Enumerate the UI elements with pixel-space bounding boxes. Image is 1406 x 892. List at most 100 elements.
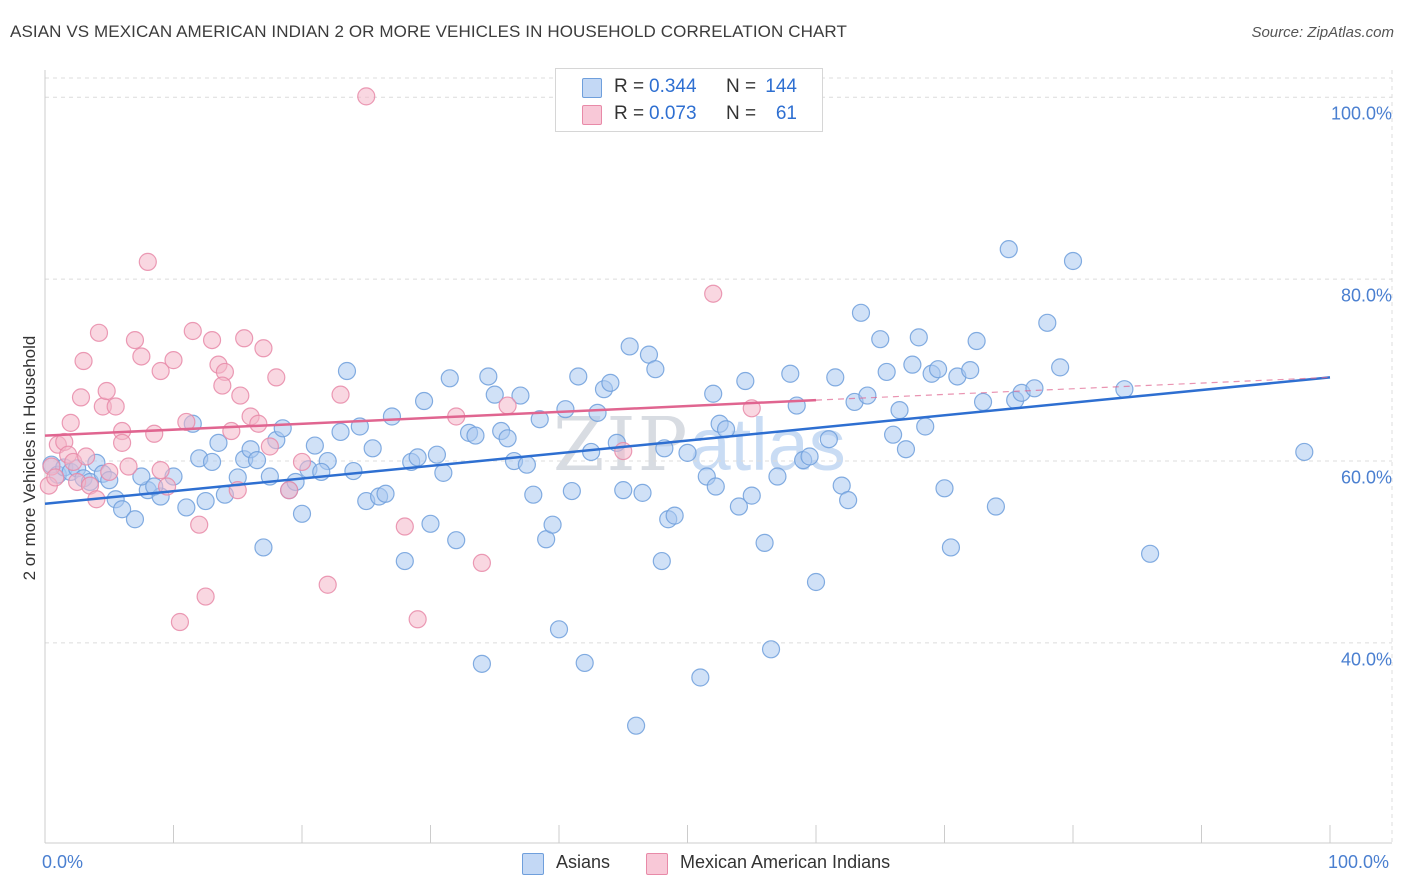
mexican-american-indian-point [145, 424, 164, 443]
y-tick-label: 60.0% [1340, 467, 1392, 488]
asian-point [909, 328, 928, 347]
asian-point [440, 369, 459, 388]
y-tick-label: 40.0% [1340, 649, 1392, 670]
asian-point [691, 668, 710, 687]
asian-point [736, 371, 755, 391]
mexican-american-indian-point [267, 368, 286, 387]
mexican-american-indian-point [280, 481, 299, 500]
asian-point [614, 481, 633, 500]
mexican-american-indian-point [231, 386, 250, 405]
asian-point [935, 479, 954, 498]
asian-point [839, 491, 858, 510]
asian-point [376, 484, 395, 503]
mexican-american-indian-point [395, 517, 414, 536]
asian-point [781, 364, 800, 383]
stats-row-mexican-american-indians: R = 0.073 N = 61 [556, 101, 822, 129]
asian-point [466, 426, 485, 445]
asian-point [395, 551, 414, 571]
mexican-american-indian-point [260, 437, 279, 456]
mexican-american-indian-point [292, 452, 312, 472]
mexican-american-indian-point [357, 87, 376, 106]
asian-point [652, 551, 671, 571]
asian-point [626, 716, 646, 735]
asian-point [1115, 380, 1134, 399]
mexican-american-indian-point [254, 339, 273, 358]
correlation-stats-box: R = 0.344 N = 144 R = 0.073 N = 61 [555, 68, 823, 132]
r-label: R = [614, 103, 645, 124]
mexican-american-indian-point [213, 376, 232, 395]
asian-point [447, 531, 466, 550]
asian-point [961, 361, 980, 380]
mexican-american-indian-point [196, 587, 215, 606]
mexican-american-indian-point [235, 329, 254, 348]
asians-swatch-icon [582, 78, 602, 98]
mexican-american-indian-point [125, 330, 145, 350]
asian-point [678, 443, 697, 462]
mexican-american-indian-point [498, 396, 517, 415]
asian-point [363, 439, 382, 458]
asian-point [858, 386, 877, 405]
asian-point [1140, 544, 1160, 563]
mexican-american-indian-point [331, 385, 350, 404]
y-axis-label: 2 or more Vehicles in Household [20, 335, 39, 581]
asian-point [254, 538, 273, 557]
asian-point [273, 419, 292, 438]
asian-point [704, 384, 723, 403]
asian-point [1051, 358, 1070, 377]
mexican-american-indian-point [89, 323, 109, 342]
asian-point [202, 452, 222, 472]
asian-point [530, 410, 549, 429]
mexican-american-indian-point [704, 284, 723, 303]
asian-point [582, 442, 601, 462]
asian-point [498, 429, 517, 448]
mexican-american-indian-point [408, 610, 427, 629]
x-tick-label-max: 100.0% [1328, 852, 1390, 872]
stats-row-asians: R = 0.344 N = 144 [556, 74, 822, 102]
asian-point [292, 504, 312, 523]
asian-point [999, 240, 1018, 259]
asian-point [125, 510, 145, 529]
asian-point [706, 477, 725, 496]
asian-point [485, 385, 504, 404]
mexican-american-indian-point [77, 447, 96, 466]
mexican-american-indian-point [119, 457, 138, 476]
mexican-american-indians-trend-line [44, 398, 817, 437]
asian-point [177, 498, 196, 517]
asian-point [826, 368, 845, 387]
data-points [39, 87, 1314, 735]
asian-point [331, 422, 350, 442]
asian-point [601, 373, 620, 392]
asian-point [928, 360, 948, 379]
asian-point [524, 485, 543, 504]
asian-point [421, 514, 440, 533]
asian-point [761, 640, 781, 659]
mexican-american-indian-point [183, 321, 202, 341]
mexican-american-indian-point [106, 397, 125, 416]
asian-point [556, 400, 575, 419]
asian-point [1063, 251, 1083, 271]
mexican-american-indians-trend-extension [815, 376, 1331, 401]
mexican-american-indian-point [112, 433, 132, 452]
asian-point [427, 445, 447, 464]
asian-point [742, 486, 761, 505]
asian-point [916, 417, 935, 436]
n-label: N = [726, 103, 757, 124]
n-label: N = [726, 76, 757, 97]
asian-point [382, 407, 402, 426]
asian-point [903, 355, 922, 374]
asian-point [633, 483, 652, 502]
r-value: 0.344 [649, 76, 697, 97]
asian-point [408, 448, 427, 467]
asian-point [472, 654, 491, 673]
mexican-american-indian-point [151, 361, 170, 381]
mexican-american-indian-point [177, 412, 196, 432]
asian-point [479, 367, 498, 386]
asians-legend-icon [522, 853, 544, 875]
mexican-american-indian-point [97, 381, 116, 401]
asian-point [851, 303, 871, 322]
asian-point [549, 620, 569, 639]
asian-point [434, 463, 453, 482]
asian-point [112, 500, 132, 519]
asian-point [337, 361, 357, 381]
